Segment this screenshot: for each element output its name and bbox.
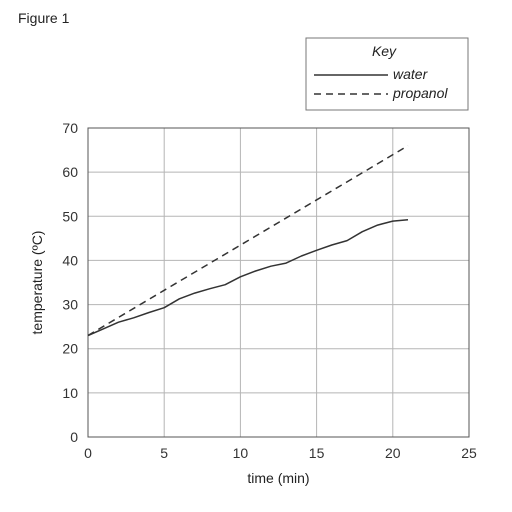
legend-label-propanol: propanol (392, 85, 448, 101)
x-tick-label: 15 (309, 445, 325, 461)
y-tick-label: 60 (62, 164, 78, 180)
x-axis-label: time (min) (247, 470, 309, 486)
y-axis-label: temperature (ºC) (29, 231, 45, 335)
y-tick-label: 50 (62, 208, 78, 224)
series-line-water (87, 219, 409, 337)
x-tick-label: 25 (461, 445, 477, 461)
series-line-propanol (87, 145, 409, 337)
figure-label: Figure 1 (18, 10, 70, 26)
x-tick-label: 0 (84, 445, 92, 461)
legend-label-water: water (393, 66, 429, 82)
x-tick-label: 20 (385, 445, 401, 461)
x-tick-label: 10 (233, 445, 249, 461)
legend: Key water propanol (305, 37, 469, 111)
x-tick-label: 5 (160, 445, 168, 461)
plot-frame (87, 127, 470, 438)
legend-box (305, 37, 469, 111)
y-tick-label: 20 (62, 341, 78, 357)
y-tick-label: 10 (62, 385, 78, 401)
legend-title: Key (372, 43, 397, 59)
series-layer (87, 145, 409, 337)
y-tick-label: 0 (70, 429, 78, 445)
x-axis-ticks: 0 5 10 15 20 25 (84, 445, 477, 461)
y-tick-label: 70 (62, 120, 78, 136)
y-tick-label: 40 (62, 252, 78, 268)
y-axis-ticks: 0 10 20 30 40 50 60 70 (62, 120, 78, 445)
y-tick-label: 30 (62, 297, 78, 313)
grid-lines (87, 127, 470, 438)
